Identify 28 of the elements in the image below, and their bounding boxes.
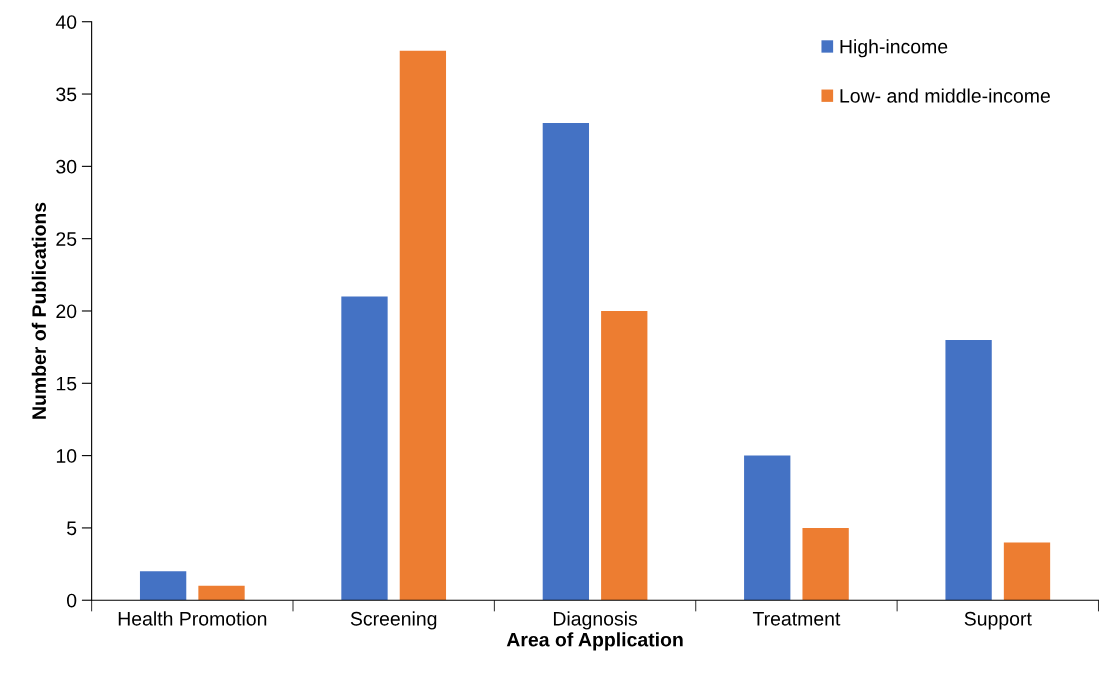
y-tick-label: 5 [67, 521, 77, 536]
bar [399, 50, 447, 601]
legend-label: Low- and middle-income [840, 88, 1050, 103]
bar [945, 339, 992, 601]
x-tick-label: Support [964, 611, 1032, 630]
y-axis-title: Number of Publications [31, 202, 47, 419]
bar [1003, 542, 1051, 601]
legend-label: High-income [840, 39, 948, 58]
x-tick-label: Screening [350, 611, 437, 630]
y-tick-label: 0 [67, 593, 77, 608]
y-tick-label: 40 [55, 15, 77, 29]
y-tick-label: 35 [56, 87, 77, 102]
bar [802, 527, 849, 601]
x-axis-title: Area of Application [506, 632, 683, 651]
bar [198, 585, 245, 601]
bar [542, 122, 590, 601]
bar [601, 310, 648, 601]
bar [139, 571, 187, 601]
y-tick-label: 15 [56, 376, 77, 391]
y-tick-label: 30 [56, 159, 77, 174]
x-tick-label: Treatment [752, 612, 841, 626]
y-tick-label: 25 [56, 232, 77, 246]
bar [341, 296, 388, 601]
bar [744, 455, 791, 601]
y-tick-label: 10 [56, 449, 77, 463]
y-tick-label: 20 [56, 304, 77, 319]
x-tick-label: Health Promotion [118, 611, 267, 626]
x-tick-label: Diagnosis [553, 611, 638, 630]
